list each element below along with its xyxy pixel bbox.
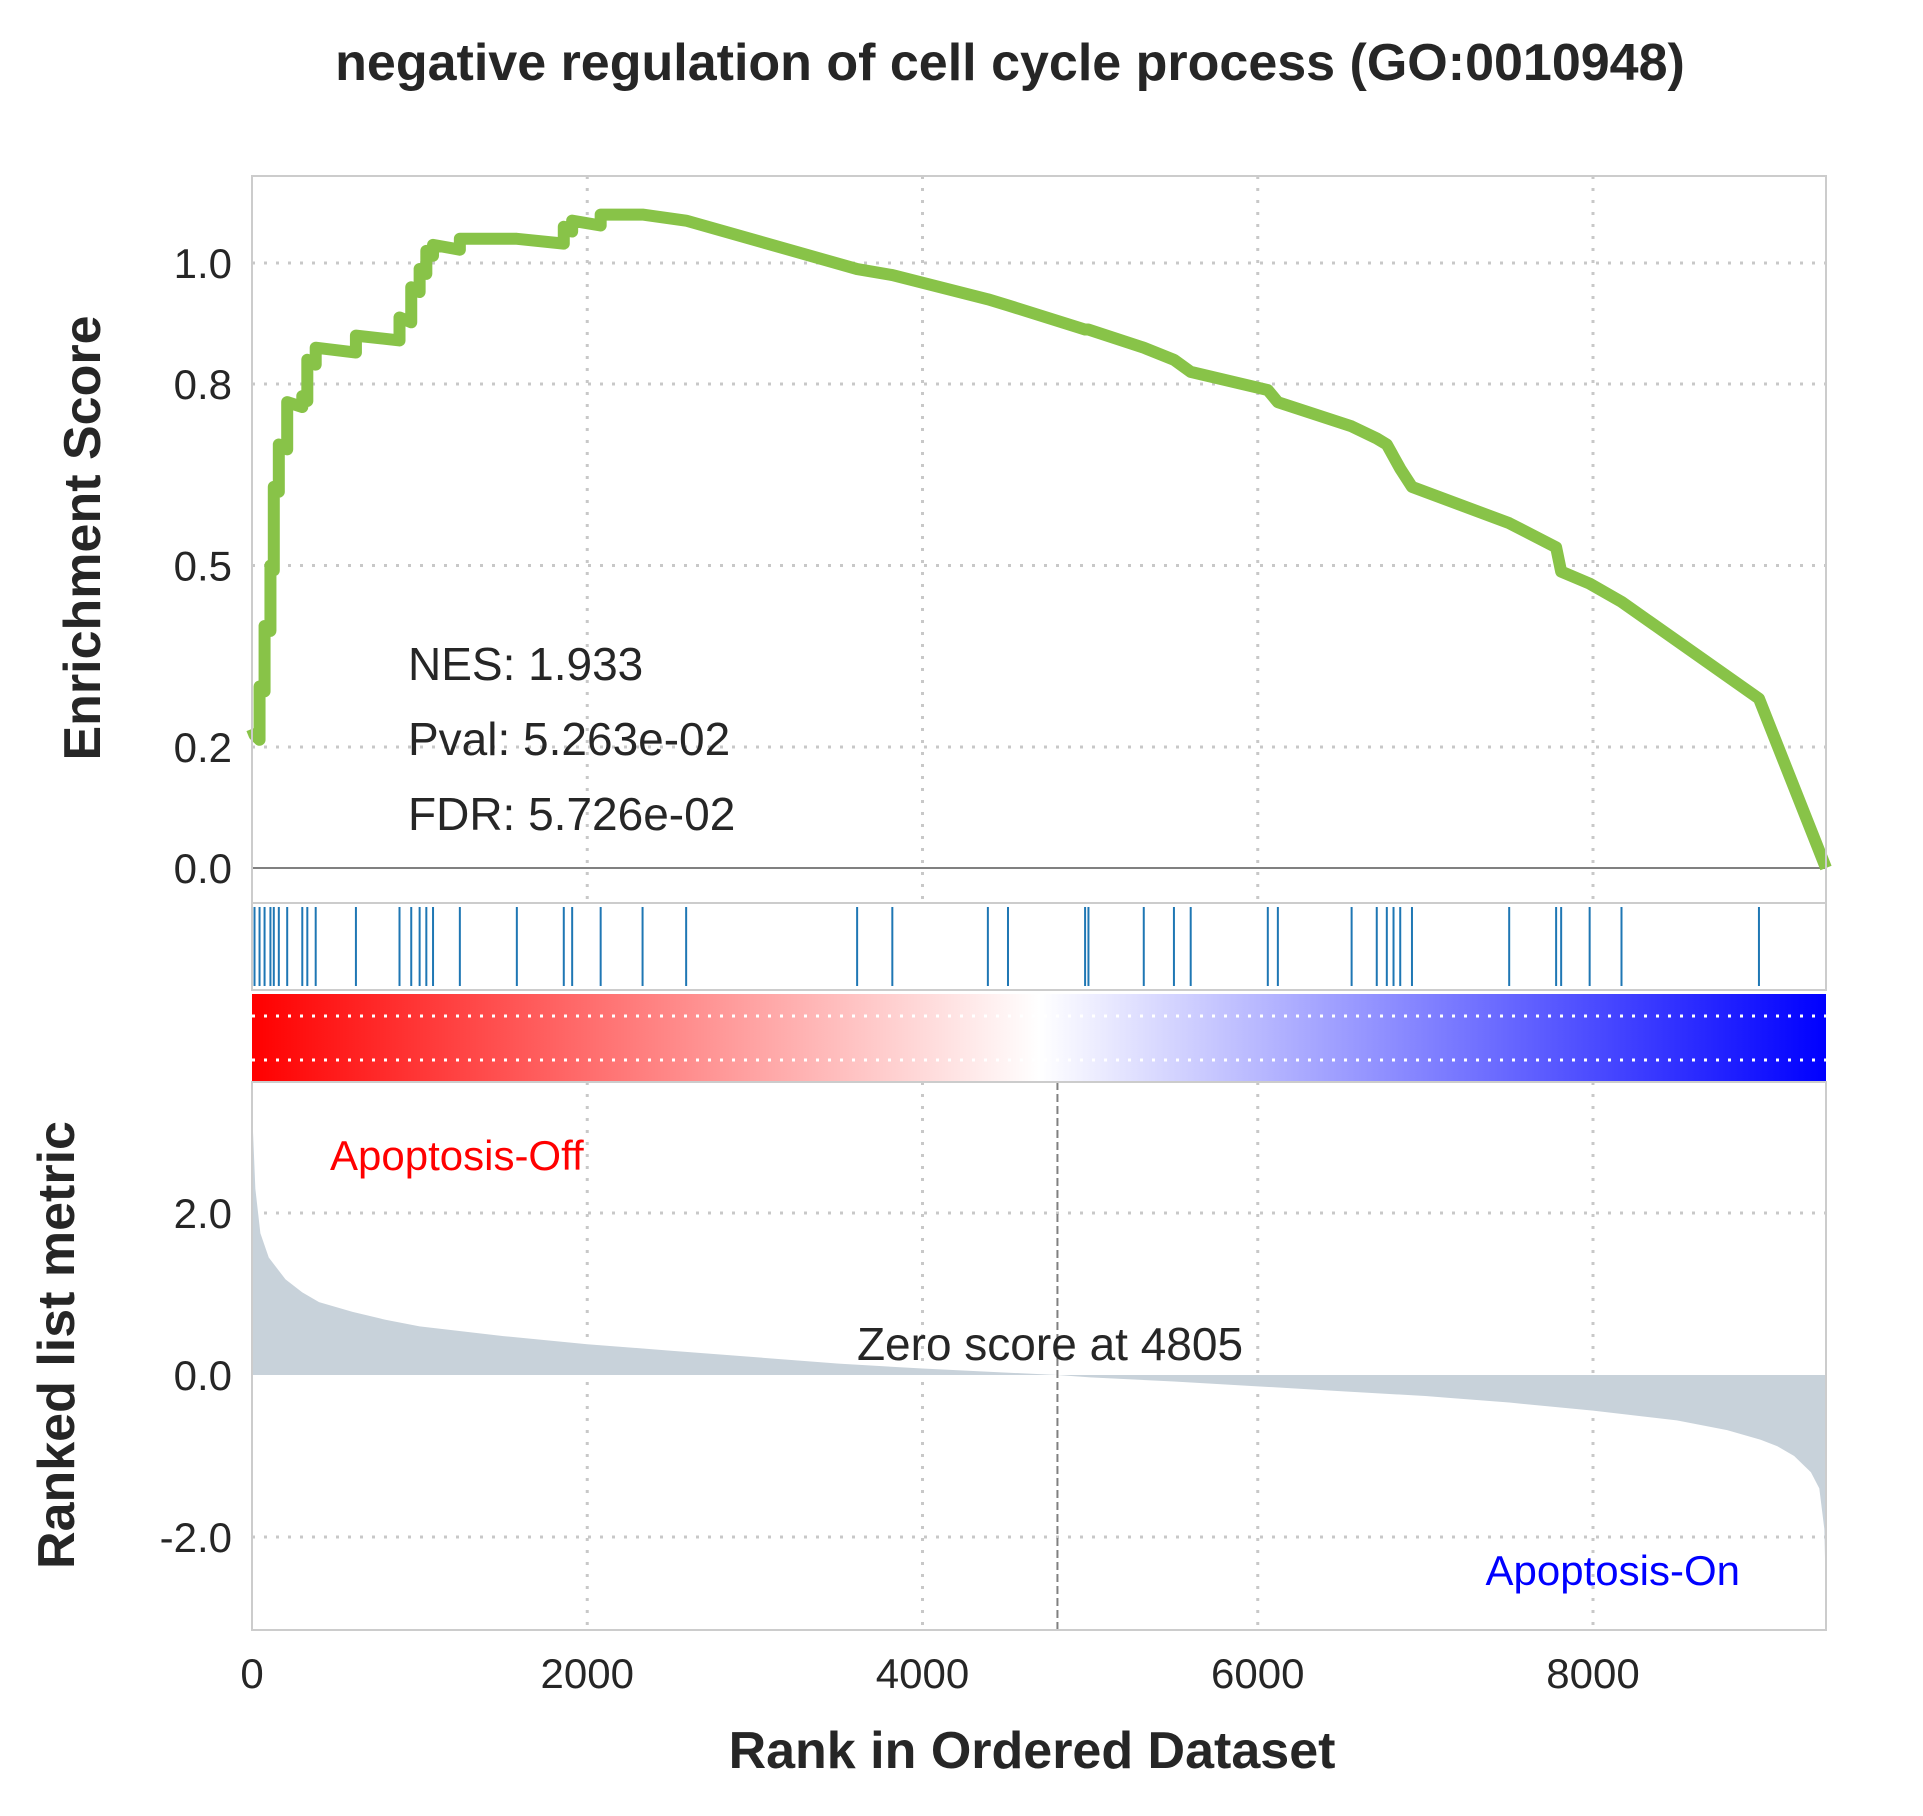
es-ytick-label: 0.5 [174, 543, 232, 590]
x-tick-labels: 0 2000 4000 6000 8000 [240, 1650, 1639, 1697]
x-tick-label: 0 [240, 1650, 263, 1697]
rank-ytick-label: 0.0 [174, 1352, 232, 1399]
x-axis-label: Rank in Ordered Dataset [729, 1722, 1336, 1780]
rank-ytick-label: 2.0 [174, 1190, 232, 1237]
x-tick-label: 6000 [1211, 1650, 1304, 1697]
ranked-metric-area [252, 1107, 1826, 1602]
es-ytick-labels: 0.0 0.2 0.5 0.8 1.0 [174, 240, 232, 892]
hits-panel-frame [251, 902, 1827, 991]
phenotype-negative-label: Apoptosis-On [1486, 1547, 1740, 1594]
es-ytick-label: 1.0 [174, 240, 232, 287]
rank-ytick-labels: -2.0 0.0 2.0 [160, 1190, 232, 1561]
rank-gridlines [252, 1082, 1826, 1630]
x-tick-label: 8000 [1546, 1650, 1639, 1697]
enrichment-panel: 0.0 0.2 0.5 0.8 1.0 NES: 1.933 Pval: 5.263e-… [54, 175, 1832, 904]
rank-colorbar-panel [252, 994, 1826, 1082]
chart-title: negative regulation of cell cycle proces… [335, 34, 1685, 92]
es-ytick-label: 0.0 [174, 845, 232, 892]
hits-panel [251, 902, 1827, 991]
rank-ylabel: Ranked list metric [28, 1121, 86, 1569]
pval-annotation: Pval: 5.263e-02 [408, 713, 730, 765]
fdr-annotation: FDR: 5.726e-02 [408, 788, 735, 840]
es-ytick-label: 0.8 [174, 361, 232, 408]
rank-ytick-label: -2.0 [160, 1514, 232, 1561]
phenotype-positive-label: Apoptosis-Off [330, 1132, 584, 1179]
zero-score-label: Zero score at 4805 [857, 1318, 1243, 1370]
ranking-panel: Zero score at 4805 Apoptosis-Off Apoptos… [28, 1081, 1827, 1631]
enrichment-score-line [246, 208, 1832, 871]
rank-colorbar [252, 994, 1826, 1082]
es-ytick-label: 0.2 [174, 724, 232, 771]
x-tick-label: 4000 [876, 1650, 969, 1697]
x-tick-label: 2000 [541, 1650, 634, 1697]
ranking-panel-frame [251, 1081, 1827, 1631]
gene-hit-marks [253, 907, 1760, 986]
es-ylabel: Enrichment Score [54, 315, 112, 760]
nes-annotation: NES: 1.933 [408, 638, 643, 690]
es-gridlines [252, 176, 1826, 903]
